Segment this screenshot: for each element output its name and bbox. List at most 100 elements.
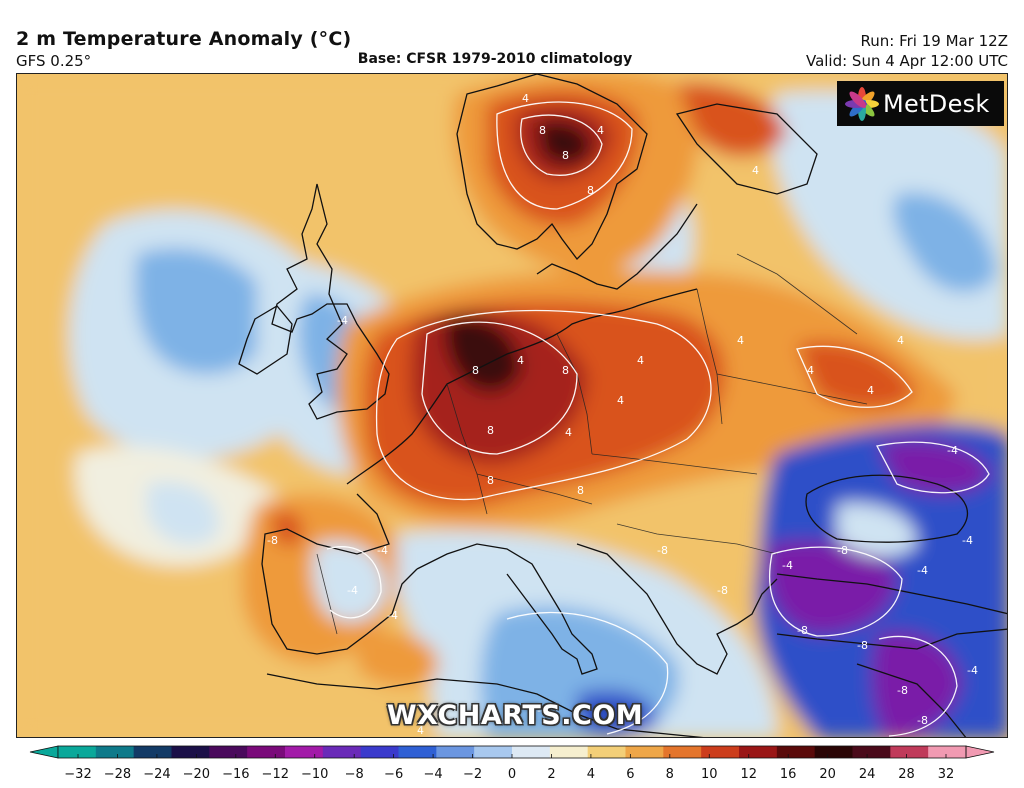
finland-hot-area (677, 83, 787, 157)
colorbar-left-arrow (29, 745, 59, 759)
colorbar-bin (58, 746, 97, 758)
iberia-hot-patch (272, 510, 303, 547)
contour-label: 8 (562, 149, 569, 162)
contour-plus-4-ukraine (796, 345, 913, 408)
colorbar-tick-label: 28 (898, 767, 915, 782)
contour-label: -4 (337, 314, 348, 327)
black-sea-outline (805, 474, 968, 543)
contour-label: -4 (782, 559, 793, 572)
colorbar-bin (814, 746, 853, 758)
contour-label: 4 (517, 354, 524, 367)
colorbar-tick-label: 24 (859, 767, 876, 782)
contour-label: -8 (897, 684, 908, 697)
great-britain-outline (271, 183, 390, 420)
border-poland-belarus (696, 288, 723, 425)
colorbar-tick-label: 6 (626, 767, 634, 782)
contour-label: -8 (857, 639, 868, 652)
colorbar-bin (209, 746, 248, 758)
contour-label: 4 (522, 92, 529, 105)
colorbar-tick-label: 2 (547, 767, 555, 782)
colorbar-tick-label: −8 (345, 767, 364, 782)
colorbar-tick-label: −10 (301, 767, 328, 782)
contour-label: -4 (387, 609, 398, 622)
contour-label: 4 (737, 334, 744, 347)
colorbar-tick-label: 4 (587, 767, 595, 782)
colorbar-tick-label: −12 (262, 767, 289, 782)
colorbar-tick-label: 12 (740, 767, 757, 782)
contour-minus-4-iberia (326, 546, 382, 619)
iberia-outline (261, 493, 418, 655)
contour-plus-8-scandinavia (520, 114, 603, 176)
colorbar-tick-label: −4 (424, 767, 443, 782)
colorbar-tick-label: 0 (508, 767, 516, 782)
wxcharts-watermark: WXCHARTS.COM (386, 700, 644, 731)
map-canvas: 4 8 8 8 4 8 4 8 8 4 4 4 -4 -4 -8 -4 -4 -8 -8 -4 -8 -4 -4 -4 -8 -8… (17, 74, 1007, 737)
colorbar-tick-label: 20 (819, 767, 836, 782)
contour-labels: 4 8 8 8 4 8 4 8 8 4 4 4 -4 -4 -8 -4 -4 -8 -8 -4 -8 -4 -4 -4 -8 -8… (267, 92, 978, 737)
colorbar-bin (398, 746, 437, 758)
baltic-outline (536, 203, 698, 290)
contour-plus-4-central (375, 309, 712, 501)
climatology-base-label: Base: CFSR 1979-2010 climatology (357, 51, 633, 67)
contour-label: -8 (917, 714, 928, 727)
contour-label: -8 (267, 534, 278, 547)
chart-title: 2 m Temperature Anomaly (°C) (16, 28, 352, 50)
colorbar-bin (171, 746, 210, 758)
colorbar-bin (360, 746, 399, 758)
colorbar-tick-label: −16 (222, 767, 249, 782)
contour-label: 8 (487, 424, 494, 437)
contour-label: 4 (807, 364, 814, 377)
country-borders (316, 253, 868, 635)
scandinavia-extreme-core (537, 120, 592, 165)
atlantic-cool-core (135, 248, 269, 374)
colorbar-bin (928, 746, 967, 758)
logo-text: MetDesk (883, 89, 990, 118)
anomaly-map: 4 8 8 8 4 8 4 8 8 4 4 4 -4 -4 -8 -4 -4 -8 -8 -4 -8 -4 -4 -4 -8 -8… (16, 73, 1008, 738)
colorbar-bin (663, 746, 702, 758)
chart-header: 2 m Temperature Anomaly (°C) GFS 0.25° B… (0, 0, 1024, 74)
contour-label: -4 (962, 534, 973, 547)
colorbar-bin (285, 746, 324, 758)
colorbar-tick-label: 8 (666, 767, 674, 782)
contour-label: -4 (947, 444, 958, 457)
colorbar-bins (29, 745, 995, 759)
anatolia-north-outline (776, 573, 1007, 615)
logo-petal (849, 90, 867, 108)
colorbar-ticks: −32 −28 −24 −20 −16 −12 −10 −8 −6 −4 −2 0 2 4 6 8 10 12 16… (64, 754, 954, 782)
border-balkans (616, 523, 778, 555)
north-africa-warm-patch (357, 631, 439, 687)
colorbar-tick-label: −6 (384, 767, 403, 782)
colorbar-tick-label: −32 (64, 767, 91, 782)
colorbar-right-arrow (965, 745, 995, 759)
colorbar-bin (587, 746, 626, 758)
colorbar-canvas: −32 −28 −24 −20 −16 −12 −10 −8 −6 −4 −2 0 2 4 6 8 10 12 16… (29, 745, 995, 782)
colorbar-tick-label: −24 (143, 767, 170, 782)
colorbar-bin (95, 746, 135, 758)
ukraine-hot-area (797, 341, 917, 409)
border-germany-poland (556, 333, 593, 455)
colorbar-bin (890, 746, 929, 758)
border-central-south (591, 453, 758, 475)
colorbar-bin (133, 746, 172, 758)
germany-extreme-core (445, 316, 522, 393)
contour-label: -8 (797, 624, 808, 637)
colorbar-bin (739, 746, 778, 758)
colorbar-bin (322, 746, 362, 758)
anomaly-contours (326, 101, 990, 737)
northeast-cool-core (893, 192, 997, 293)
model-label: GFS 0.25° (16, 52, 92, 70)
libya-cold-patch (577, 690, 657, 736)
contour-label: 8 (587, 184, 594, 197)
contour-label: -4 (347, 584, 358, 597)
contour-label: -4 (917, 564, 928, 577)
finland-outline (675, 103, 818, 195)
colorbar-bin (247, 746, 286, 758)
flower-logo-icon (845, 86, 879, 121)
italy-outline (416, 543, 598, 675)
contour-label: 8 (487, 474, 494, 487)
contour-label: 8 (577, 484, 584, 497)
contour-plus-8-germany (421, 321, 578, 455)
contour-label: -4 (967, 664, 978, 677)
contour-label: 8 (562, 364, 569, 377)
anatolia-very-cold-area (766, 540, 897, 634)
